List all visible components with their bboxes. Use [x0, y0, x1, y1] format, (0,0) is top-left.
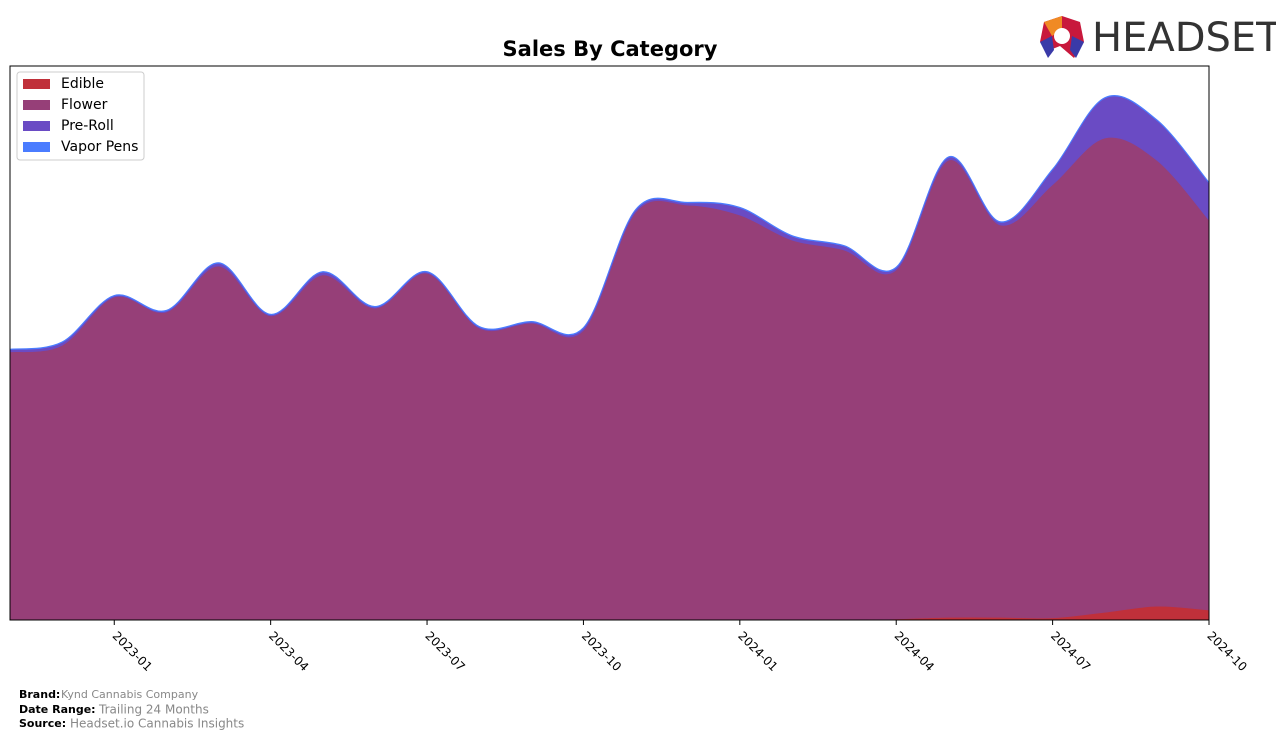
logo-text: HEADSET — [1092, 15, 1276, 61]
legend-swatch — [23, 100, 50, 110]
x-tick-label: 2023-07 — [422, 629, 467, 674]
footer-value: Trailing 24 Months — [98, 703, 209, 717]
x-tick-label: 2024-07 — [1048, 629, 1093, 674]
legend-label: Edible — [61, 76, 104, 92]
plot-frame — [9, 65, 1210, 621]
legend-swatch — [23, 121, 50, 131]
footer-label: Source: — [19, 717, 66, 730]
chart-title: Sales By Category — [503, 37, 718, 61]
legend-swatch — [23, 142, 50, 152]
x-tick-label: 2024-04 — [892, 629, 937, 674]
x-tick-label: 2023-01 — [110, 629, 155, 674]
footer-value: Kynd Cannabis Company — [61, 688, 199, 701]
footer-label: Brand: — [19, 688, 60, 701]
legend-swatch — [23, 79, 50, 89]
x-tick-label: 2024-10 — [1204, 629, 1249, 674]
x-tick-label: 2023-04 — [266, 629, 311, 674]
legend-frame — [16, 71, 145, 161]
legend-label: Pre-Roll — [61, 118, 114, 134]
area — [9, 136, 1210, 621]
legend-label: Flower — [61, 97, 108, 113]
footer-value: Headset.io Cannabis Insights — [70, 717, 244, 731]
legend-label: Vapor Pens — [61, 139, 138, 155]
x-tick-label: 2023-10 — [579, 629, 624, 674]
footer-label: Date Range: — [19, 703, 96, 716]
logo: HEADSET — [1040, 15, 1276, 61]
x-tick-label: 2024-01 — [735, 629, 780, 674]
